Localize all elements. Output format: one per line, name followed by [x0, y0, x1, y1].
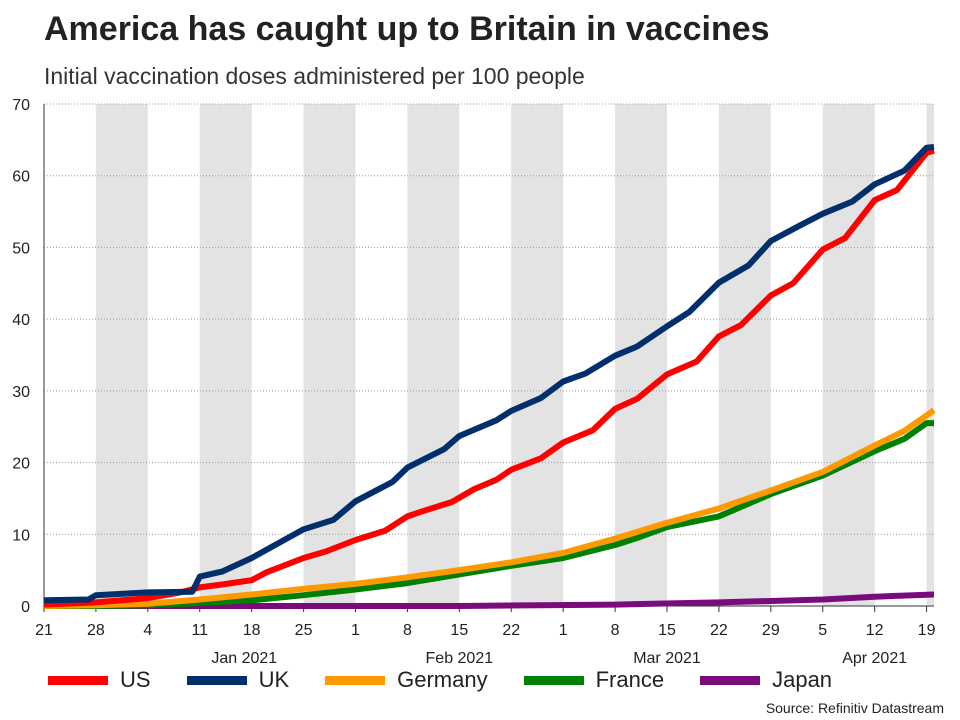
legend-swatch-uk — [186, 675, 247, 685]
x-tick-label-9: 22 — [502, 622, 520, 639]
legend-label-germany: Germany — [397, 667, 488, 692]
x-tick-label-11: 8 — [611, 622, 620, 639]
x-tick-label-14: 29 — [762, 622, 780, 639]
legend: US UK Germany France Japan — [48, 664, 868, 696]
x-tick-label-10: 1 — [559, 622, 568, 639]
shaded-band-0 — [95, 104, 148, 606]
shaded-band-7 — [822, 104, 875, 606]
series-line-uk — [43, 144, 935, 604]
legend-item-france: France — [523, 667, 665, 693]
x-tick-label-4: 18 — [243, 622, 261, 639]
series-line-germany — [43, 407, 936, 609]
series-line-france — [44, 420, 934, 609]
gridlines — [44, 103, 934, 535]
legend-swatch-france — [523, 675, 584, 685]
x-tick-label-7: 8 — [403, 622, 412, 639]
y-tick-label-6: 60 — [12, 169, 30, 186]
x-tick-label-8: 15 — [450, 622, 468, 639]
shaded-band-4 — [511, 104, 564, 606]
x-tick-label-12: 15 — [658, 622, 676, 639]
y-tick-label-1: 10 — [12, 527, 30, 544]
legend-item-uk: UK — [186, 667, 290, 693]
x-tick-label-5: 25 — [295, 622, 313, 639]
y-tick-label-5: 50 — [12, 240, 30, 257]
x-tick-label-3: 11 — [191, 622, 208, 639]
y-tick-label-2: 20 — [12, 456, 30, 473]
legend-item-us: US — [48, 667, 151, 693]
shaded-band-8 — [926, 104, 934, 606]
month-label-1: Feb 2021 — [426, 650, 494, 667]
month-label-0: Jan 2021 — [211, 650, 277, 667]
series-line-japan — [44, 591, 935, 609]
x-tick-label-1: 28 — [87, 622, 105, 639]
legend-item-japan: Japan — [700, 667, 832, 693]
source-note: Source: Refinitiv Datastream — [765, 700, 944, 716]
shaded-band-2 — [303, 104, 356, 606]
x-tick-label-15: 5 — [818, 622, 827, 639]
x-tick-label-2: 4 — [143, 622, 152, 639]
legend-item-germany: Germany — [325, 667, 488, 693]
shaded-week-bands — [95, 104, 934, 606]
x-tick-label-0: 21 — [35, 622, 53, 639]
month-label-3: Apr 2021 — [842, 650, 907, 667]
chart-title: America has caught up to Britain in vacc… — [44, 10, 770, 48]
series-line-us — [43, 147, 935, 608]
y-tick-label-7: 70 — [12, 97, 30, 114]
shaded-band-6 — [718, 104, 771, 606]
legend-label-uk: UK — [258, 667, 290, 692]
legend-swatch-japan — [700, 675, 761, 685]
legend-label-japan: Japan — [772, 667, 833, 692]
series-lines — [43, 144, 936, 609]
shaded-band-1 — [199, 104, 252, 606]
chart-subtitle: Initial vaccination doses administered p… — [44, 63, 585, 89]
x-tick-label-17: 19 — [918, 622, 936, 639]
month-label-2: Mar 2021 — [633, 650, 701, 667]
legend-label-us: US — [120, 667, 151, 692]
x-tick-label-6: 1 — [351, 622, 360, 639]
y-tick-label-4: 40 — [12, 312, 30, 329]
x-tick-label-13: 22 — [710, 622, 728, 639]
legend-label-france: France — [595, 667, 665, 692]
legend-swatch-germany — [325, 675, 386, 685]
y-tick-label-0: 0 — [21, 599, 30, 616]
x-tick-label-16: 12 — [866, 622, 884, 639]
y-tick-label-3: 30 — [12, 384, 30, 401]
shaded-band-3 — [407, 104, 460, 606]
legend-swatch-us — [48, 675, 108, 685]
